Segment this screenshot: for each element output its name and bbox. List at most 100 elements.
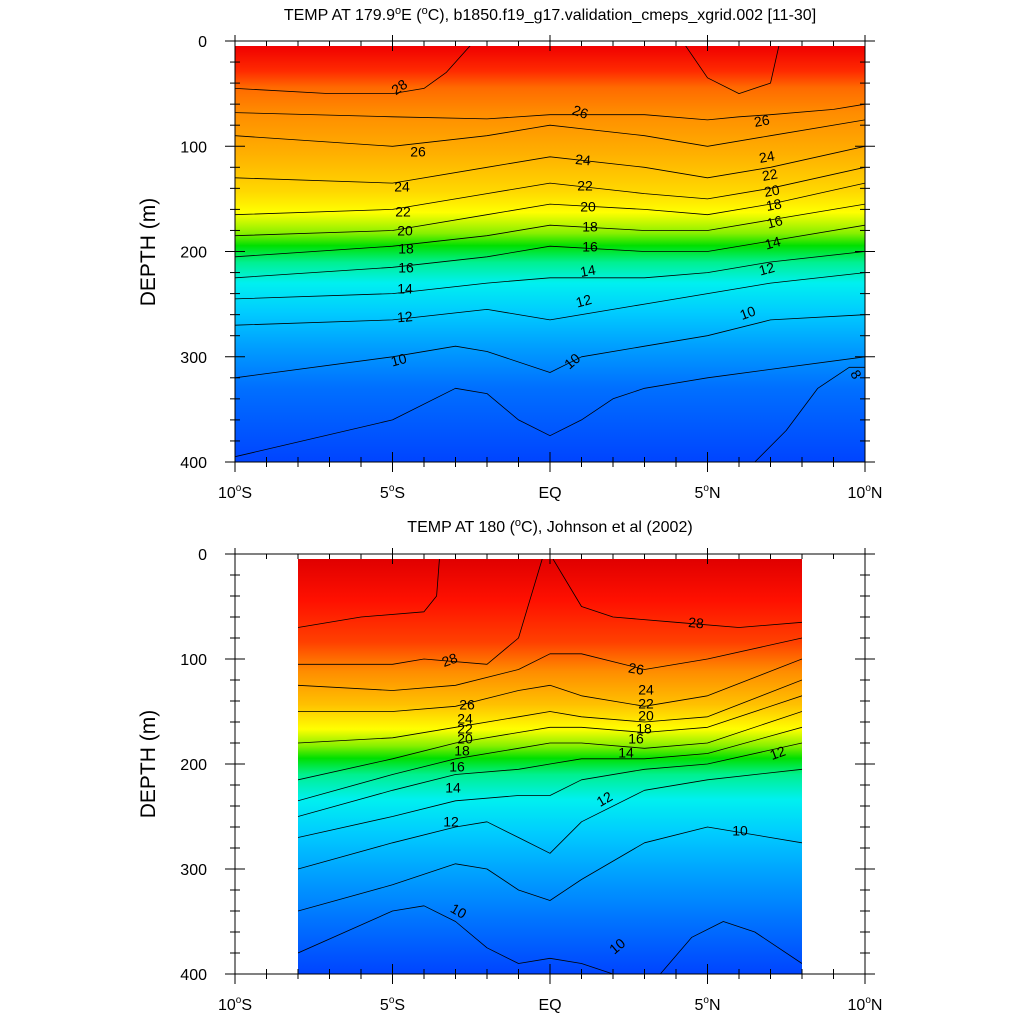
y-tick-label: 0 [198, 547, 207, 564]
contour-label: 20 [763, 181, 781, 199]
top-temperature-field [235, 46, 865, 462]
contour-label: 14 [618, 745, 634, 761]
bottom-plot-area [298, 559, 802, 974]
isotherm-9 [659, 921, 802, 974]
y-tick-label: 300 [180, 862, 207, 879]
contour-label: 26 [459, 697, 475, 713]
contour-label: 24 [394, 179, 410, 195]
contour-label: 22 [577, 178, 593, 194]
contour-label: 14 [397, 281, 413, 297]
contour-label: 20 [580, 199, 596, 215]
contour-label: 16 [398, 260, 414, 276]
y-tick-label: 200 [180, 757, 207, 774]
contour-label: 16 [582, 239, 598, 255]
contour-label: 26 [410, 144, 426, 160]
bottom-panel: TEMP AT 180 (oC), Johnson et al (2002) 2… [137, 517, 882, 1014]
contour-label: 10 [448, 900, 470, 922]
contour-label: 28 [440, 650, 460, 670]
x-tick-label: 5oS [380, 995, 405, 1014]
y-tick-label: 100 [180, 652, 207, 669]
contour-label: 18 [765, 195, 783, 213]
top-isotherms [235, 46, 865, 462]
contour-label: 10 [732, 823, 748, 839]
contour-label: 22 [457, 721, 473, 737]
isotherm-16 [235, 224, 865, 279]
isotherm-22 [298, 679, 802, 744]
bottom-chart-title: TEMP AT 180 (oC), Johnson et al (2002) [407, 517, 692, 536]
top-panel: TEMP AT 179.9oE (oC), b1850.f19_g17.vali… [137, 5, 882, 502]
contour-label: 22 [395, 204, 411, 220]
contour-label: 12 [396, 308, 413, 325]
isotherm-27 [235, 103, 865, 121]
isotherm-20 [298, 695, 802, 781]
contour-label: 12 [443, 814, 459, 830]
x-tick-label: 10oS [218, 995, 252, 1014]
isotherm-24 [298, 658, 802, 712]
isotherm-10 [298, 905, 802, 974]
top-chart-title: TEMP AT 179.9oE (oC), b1850.f19_g17.vali… [284, 5, 816, 24]
contour-label: 20 [638, 708, 654, 724]
isotherm-26 [298, 637, 802, 691]
top-y-axis-label: DEPTH (m) [137, 198, 160, 307]
contour-label: 24 [638, 682, 654, 698]
isotherm-20 [235, 182, 865, 237]
contour-label: 22 [761, 165, 779, 183]
isotherm-16 [298, 726, 802, 817]
contour-label: 28 [688, 614, 705, 631]
y-tick-label: 400 [180, 967, 207, 984]
y-tick-label: 100 [180, 139, 207, 156]
contour-label: 18 [636, 721, 652, 737]
isotherm-26 [235, 119, 865, 147]
bottom-temperature-field [298, 559, 802, 974]
contour-label: 26 [627, 659, 645, 677]
isotherm-28 [298, 559, 802, 665]
contour-label: 10 [738, 303, 758, 323]
y-tick-label: 300 [180, 350, 207, 367]
x-tick-label: 5oN [694, 483, 720, 502]
x-tick-label: 10oS [218, 483, 252, 502]
isotherm-28 [235, 46, 471, 94]
isotherm-8 [754, 366, 865, 462]
isotherm-14 [298, 742, 802, 838]
isotherm-11 [298, 826, 802, 912]
bottom-axes: 0 100 200 300 400 10oS 5oS EQ 5oN 10oN [180, 547, 882, 1014]
isotherm-24 [235, 145, 865, 184]
isotherm-18 [298, 711, 802, 802]
x-tick-label: 10oN [848, 995, 883, 1014]
isotherm-22 [235, 166, 865, 216]
contour-label: 20 [457, 731, 473, 747]
contour-label: 18 [582, 219, 598, 235]
contour-label: 18 [398, 241, 414, 257]
contour-label: 16 [765, 212, 784, 232]
bottom-y-axis-label: DEPTH (m) [137, 710, 160, 819]
x-tick-label: EQ [538, 997, 561, 1014]
isotherm-14 [235, 251, 865, 300]
contour-label: 20 [397, 223, 413, 239]
y-tick-label: 0 [198, 34, 207, 51]
contour-label: 22 [638, 696, 654, 712]
isotherm-12 [298, 768, 802, 870]
contour-label: 18 [454, 743, 470, 759]
x-tick-label: 10oN [848, 483, 883, 502]
y-tick-label: 400 [180, 455, 207, 472]
y-tick-label: 200 [180, 245, 207, 262]
contour-label: 14 [763, 233, 782, 253]
contour-label: 14 [445, 780, 461, 796]
contour-label: 24 [575, 151, 592, 168]
x-tick-label: EQ [538, 485, 561, 502]
contour-label: 12 [574, 291, 593, 311]
isotherm-28 [685, 46, 780, 94]
contour-label: 24 [758, 147, 776, 165]
top-axes: 0 100 200 300 400 10oS 5oS EQ 5oN 10oN [180, 34, 882, 502]
contour-label: 14 [579, 261, 597, 279]
contour-label: 12 [768, 743, 788, 763]
x-tick-label: 5oN [694, 995, 720, 1014]
top-plot-area [235, 46, 865, 462]
contour-label: 26 [753, 111, 771, 129]
bottom-isotherms [298, 559, 802, 974]
isotherm-10 [235, 314, 865, 379]
isotherm-29 [298, 559, 440, 628]
contour-label: 16 [628, 731, 644, 747]
